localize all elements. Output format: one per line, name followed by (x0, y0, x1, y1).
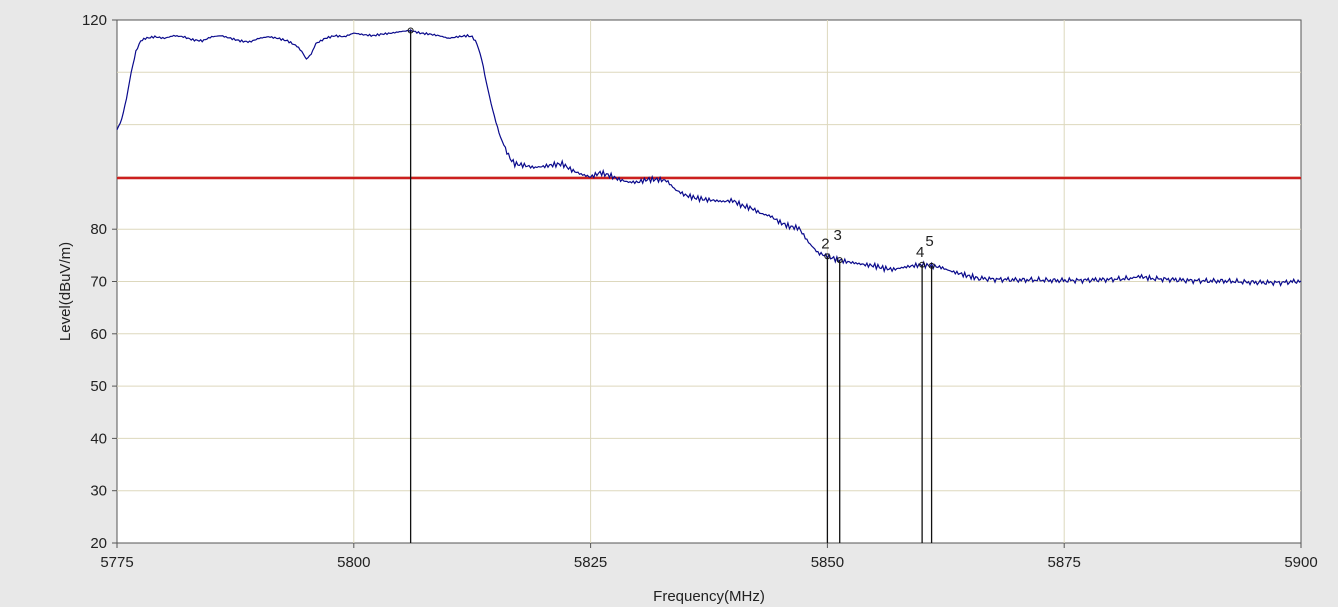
marker-point (407, 27, 414, 34)
series-line (116, 28, 1302, 287)
y-tick-label: 40 (90, 430, 107, 447)
y-tick-label: 30 (90, 483, 107, 500)
marker-label: 5 (925, 233, 933, 250)
marker-point (928, 262, 935, 269)
x-axis-ticks: 5775 5800 5825 5850 5875 5900 (100, 543, 1318, 571)
marker-point (919, 261, 926, 268)
x-tick-label: 5900 (1284, 554, 1317, 571)
marker-group: 2 3 45 (407, 27, 935, 543)
marker-label: 3 (834, 227, 842, 244)
marker-label: 2 (821, 235, 829, 252)
y-axis-ticks: 20 30 40 50 60 70 80 120 (82, 12, 117, 552)
marker-point (836, 257, 843, 264)
x-tick-label: 5850 (811, 554, 844, 571)
y-tick-label: 120 (82, 12, 107, 29)
marker-label: 4 (916, 244, 924, 261)
x-tick-label: 5875 (1048, 554, 1081, 571)
y-tick-label: 20 (90, 535, 107, 552)
y-tick-label: 60 (90, 326, 107, 343)
y-tick-label: 70 (90, 274, 107, 291)
x-tick-label: 5800 (337, 554, 370, 571)
series-group (116, 28, 1302, 287)
y-tick-label: 80 (90, 221, 107, 238)
y-tick-label: 50 (90, 378, 107, 395)
x-tick-label: 5775 (100, 554, 133, 571)
x-tick-label: 5825 (574, 554, 607, 571)
y-axis-title: Level(dBuV/m) (57, 242, 74, 341)
marker-point (824, 253, 831, 260)
x-axis-title: Frequency(MHz) (653, 588, 765, 605)
